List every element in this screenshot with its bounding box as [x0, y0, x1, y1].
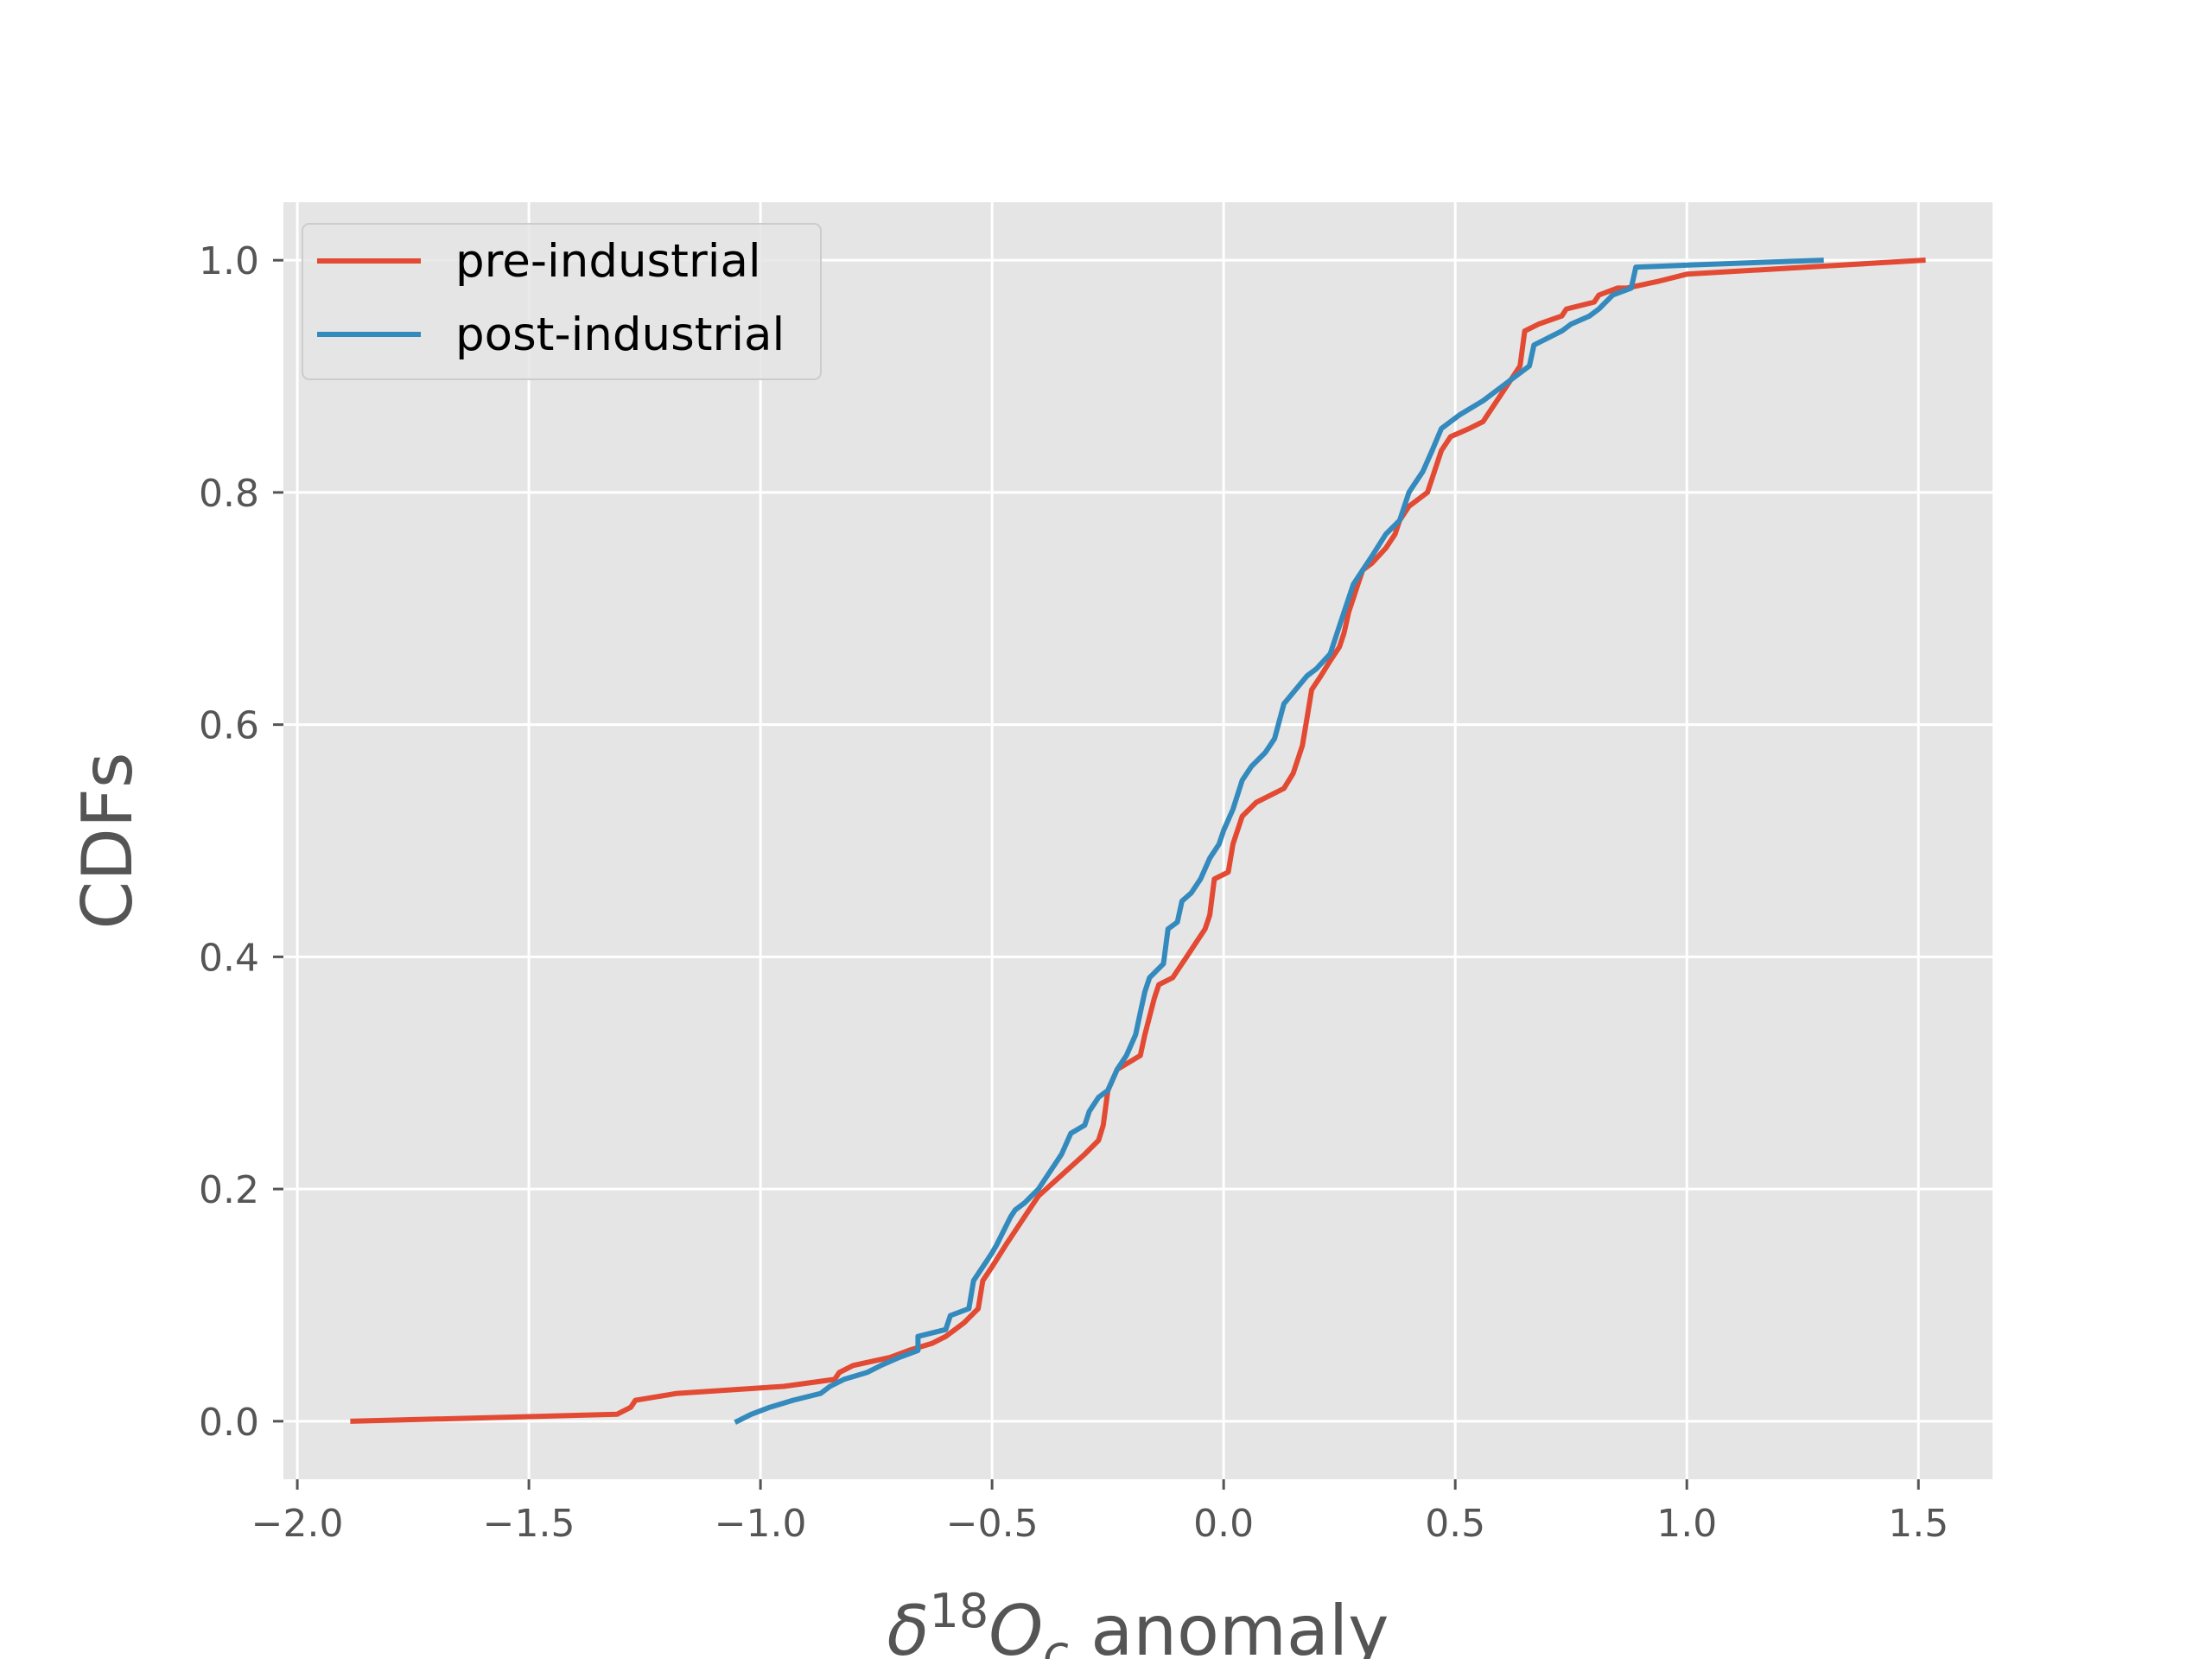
y-tick-label: 0.6	[199, 704, 259, 748]
y-axis-ticks: 0.0 0.2 0.4 0.6 0.8 1.0	[199, 239, 283, 1445]
series-line-pre-industrial	[350, 257, 1926, 1424]
x-tick-label: 1.5	[1888, 1502, 1948, 1546]
legend-box	[302, 223, 822, 380]
x-tick-label: −0.5	[946, 1502, 1039, 1546]
x-tick-label: 0.0	[1193, 1502, 1254, 1546]
series-line-post-industrial	[734, 257, 1824, 1425]
x-tick-label: −1.0	[715, 1502, 807, 1546]
x-tick-label: 0.5	[1425, 1502, 1485, 1546]
legend: pre-industrial post-industrial	[302, 223, 822, 380]
legend-label-post-industrial: post-industrial	[455, 308, 785, 361]
y-tick-label: 0.2	[199, 1168, 259, 1212]
y-axis-label: CDFs	[67, 752, 148, 929]
y-tick-label: 1.0	[199, 239, 259, 283]
legend-label-pre-industrial: pre-industrial	[455, 235, 761, 288]
y-tick-label: 0.0	[199, 1401, 259, 1445]
x-tick-label: 1.0	[1656, 1502, 1717, 1546]
y-tick-label: 0.8	[199, 472, 259, 516]
x-tick-label: −2.0	[251, 1502, 344, 1546]
y-tick-label: 0.4	[199, 936, 259, 980]
x-axis-ticks: −2.0 −1.5 −1.0 −0.5 0.0 0.5 1.0 1.5	[251, 1479, 1948, 1546]
x-tick-label: −1.5	[483, 1502, 575, 1546]
x-axis-label: δ18Oc anomaly	[887, 1584, 1389, 1659]
plot-background	[283, 202, 1993, 1479]
series-lines	[350, 257, 1926, 1425]
